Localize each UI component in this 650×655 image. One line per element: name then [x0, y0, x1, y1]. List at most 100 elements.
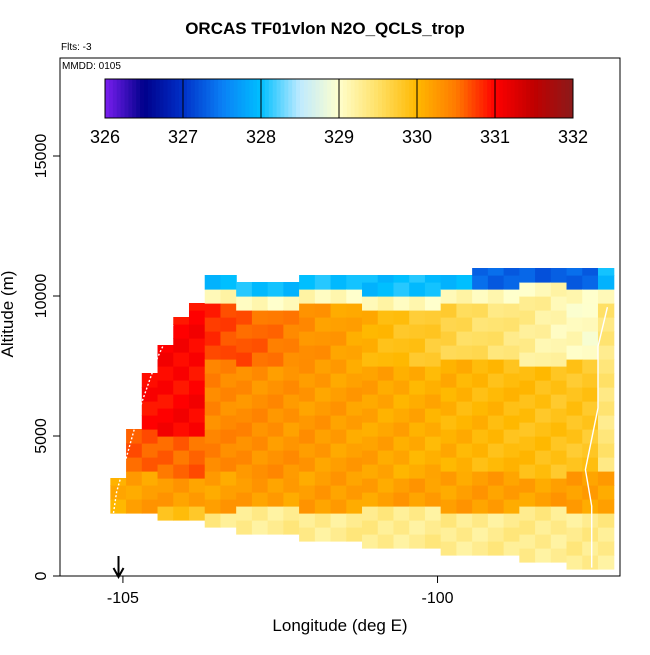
heatmap-cell [582, 303, 599, 318]
heatmap-cell [503, 457, 520, 472]
heatmap-cell [597, 527, 615, 542]
heatmap-cell [204, 401, 222, 416]
heatmap-cell [141, 485, 159, 500]
heatmap-cell [267, 408, 284, 423]
heatmap-cell [267, 352, 284, 367]
heatmap-cell [188, 366, 206, 381]
heatmap-cell [346, 303, 363, 318]
heatmap-cell [267, 506, 284, 521]
heatmap-cell [582, 429, 599, 444]
heatmap-cell [141, 429, 159, 444]
heatmap-cell [330, 275, 347, 290]
colorbar-swatch [175, 79, 180, 118]
colorbar-swatch [417, 79, 422, 118]
heatmap-cell [503, 527, 520, 542]
heatmap-cell [314, 527, 332, 542]
heatmap-cell [299, 345, 316, 360]
heatmap-cell [362, 338, 379, 353]
heatmap-cell [330, 359, 347, 374]
colorbar-swatch [362, 79, 367, 118]
heatmap-cell [283, 408, 300, 423]
heatmap-cell [424, 366, 442, 381]
heatmap-cell [110, 485, 127, 500]
colorbar-swatch [190, 79, 196, 118]
heatmap-cell [456, 443, 473, 458]
heatmap-cell [346, 471, 363, 486]
heatmap-cell [362, 296, 379, 311]
heatmap-cell [188, 324, 206, 339]
heatmap-cell [377, 366, 395, 381]
heatmap-cell [393, 492, 410, 507]
colorbar-swatch [522, 79, 527, 118]
heatmap-cell [440, 359, 457, 374]
heatmap-cell [472, 471, 489, 486]
heatmap-cell [550, 380, 568, 395]
heatmap-cell [597, 331, 615, 346]
heatmap-cell [519, 548, 536, 563]
heatmap-cell [314, 275, 332, 290]
heatmap-cell [582, 373, 599, 388]
colorbar-swatch [272, 79, 278, 118]
y-tick-label: 5000 [33, 418, 50, 454]
heatmap-cell [582, 331, 599, 346]
colorbar-swatch [405, 79, 410, 118]
heatmap-cell [393, 282, 410, 297]
heatmap-cell [251, 352, 269, 367]
colorbar-swatch [194, 79, 200, 118]
heatmap-cell [503, 471, 520, 486]
heatmap-cell [487, 345, 505, 360]
heatmap-cell [424, 436, 442, 451]
heatmap-cell [535, 380, 552, 395]
heatmap-cell [236, 366, 253, 381]
heatmap-cell [173, 464, 190, 479]
heatmap-cell [487, 541, 505, 556]
heatmap-cell [487, 527, 505, 542]
heatmap-cell [566, 471, 583, 486]
heatmap-cell [251, 380, 269, 395]
colorbar-swatch [307, 79, 313, 118]
heatmap-cell [519, 380, 536, 395]
heatmap-cell [267, 520, 284, 535]
heatmap-cell [566, 359, 583, 374]
heatmap-cell [597, 317, 615, 332]
heatmap-cell [362, 366, 379, 381]
heatmap-cell [251, 464, 269, 479]
heatmap-cell [535, 310, 552, 325]
heatmap-cell [220, 499, 237, 514]
heatmap-cell [440, 387, 457, 402]
heatmap-cell [267, 282, 284, 297]
heatmap-cell [393, 506, 410, 521]
heatmap-cell [173, 492, 190, 507]
heatmap-cell [204, 289, 222, 304]
heatmap-cell [535, 478, 552, 493]
heatmap-cell [440, 541, 457, 556]
heatmap-cell [362, 352, 379, 367]
heatmap-cell [582, 513, 599, 528]
colorbar-swatch [120, 79, 125, 118]
colorbar-swatch [249, 79, 254, 118]
heatmap-cell [299, 415, 316, 430]
colorbar-swatch [202, 79, 207, 118]
heatmap-cell [566, 527, 583, 542]
heatmap-cell [472, 541, 489, 556]
heatmap-cell [330, 513, 347, 528]
heatmap-cell [550, 338, 568, 353]
heatmap-cell [220, 457, 237, 472]
heatmap-cell [440, 275, 457, 290]
heatmap-cell [157, 450, 174, 465]
heatmap-cell [456, 499, 473, 514]
heatmap-cell [346, 527, 363, 542]
heatmap-cell [346, 443, 363, 458]
heatmap-cell [251, 408, 269, 423]
heatmap-cell [487, 513, 505, 528]
colorbar-swatch [381, 79, 387, 118]
heatmap-cell [236, 352, 253, 367]
heatmap-cell [582, 401, 599, 416]
heatmap-cell [330, 387, 347, 402]
colorbar-swatch [487, 79, 492, 118]
colorbar-swatch [342, 79, 348, 118]
heatmap-cell [519, 422, 536, 437]
colorbar-tick-label: 332 [558, 127, 588, 147]
heatmap-cell [188, 436, 206, 451]
